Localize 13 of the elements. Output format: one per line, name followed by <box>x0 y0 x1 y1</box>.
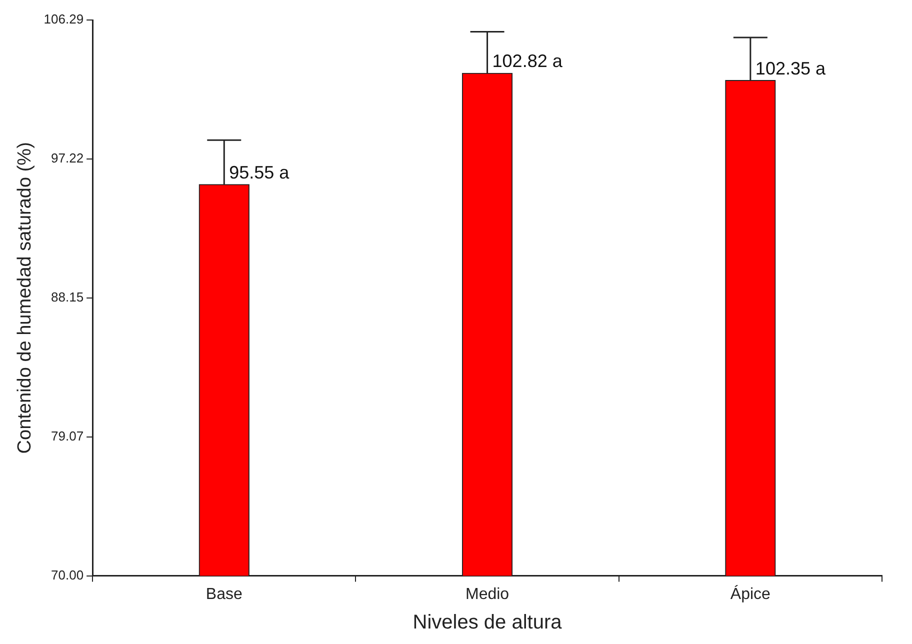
x-tick-label: Base <box>206 586 242 603</box>
data-label: 102.35 a <box>755 58 826 78</box>
y-tick-label: 106.29 <box>44 12 84 27</box>
y-tick-label: 70.00 <box>51 567 84 582</box>
x-axis-title: Niveles de altura <box>412 612 563 634</box>
y-axis-title: Contenido de humedad saturado (%) <box>14 142 36 454</box>
y-tick-label: 88.15 <box>51 289 84 304</box>
x-tick-label: Medio <box>465 586 510 603</box>
x-tick-label: Ápice <box>730 584 771 603</box>
data-label: 95.55 a <box>229 162 290 182</box>
data-label: 102.82 a <box>492 51 564 72</box>
y-tick-label: 97.22 <box>51 150 84 166</box>
y-tick-label: 79.07 <box>51 428 84 444</box>
